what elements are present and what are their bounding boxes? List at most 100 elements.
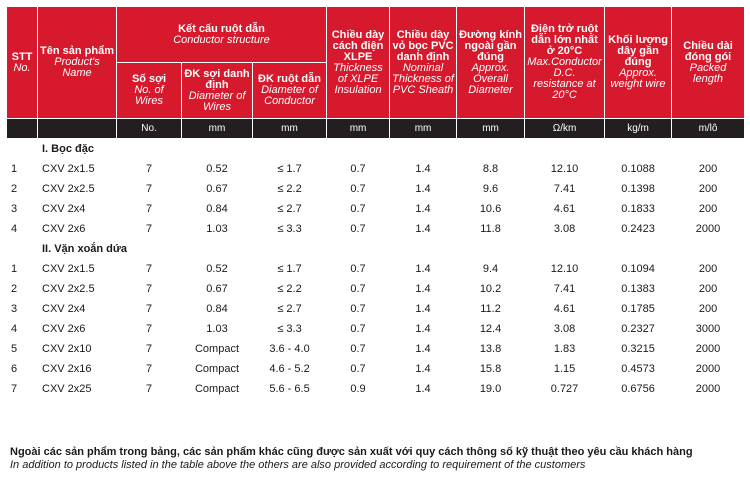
table-row: 4 CXV 2x6 7 1.03 ≤ 3.3 0.7 1.4 12.4 3.08 0.2327 30… [6,318,746,339]
cell-weight: 0.1383 [604,278,673,299]
group-stt-cell [6,138,38,159]
cell-wires: 7 [116,338,182,359]
cell-weight: 0.3215 [604,338,673,359]
group-title: I. Bọc đặc [36,138,746,159]
cell-xlpe: 0.7 [326,198,391,219]
table-body: I. Bọc đặc 1 CXV 2x1.5 7 0.52 ≤ 1.7 0.7 1.4 8.8 1… [6,138,746,399]
unit-cell: m/lô [671,118,746,139]
cell-wires: 7 [116,358,182,379]
table-row: 1 CXV 2x1.5 7 0.52 ≤ 1.7 0.7 1.4 9.4 12.10 0.1094… [6,258,746,279]
cell-cond-dia: ≤ 1.7 [251,258,328,279]
cell-product-name: CXV 2x25 [37,378,117,399]
cell-xlpe: 0.7 [326,298,391,319]
cell-xlpe: 0.9 [326,378,391,399]
cell-pvc: 1.4 [389,218,458,239]
cell-wire-dia: 0.67 [181,178,253,199]
cell-resistance: 4.61 [524,198,606,219]
cell-weight: 0.2423 [604,218,673,239]
cell-cond-dia: ≤ 2.7 [251,198,328,219]
cell-stt: 1 [6,258,38,279]
cell-stt: 6 [6,358,38,379]
col-header-pvc: Chiều dày vỏ bọc PVC danh định Nominal T… [389,6,458,119]
cell-resistance: 3.08 [524,318,606,339]
cell-stt: 7 [6,378,38,399]
cell-weight: 0.6756 [604,378,673,399]
cell-resistance: 12.10 [524,158,606,179]
table-row: 7 CXV 2x25 7 Compact 5.6 - 6.5 0.9 1.4 19.0 0.72… [6,378,746,399]
group-row: I. Bọc đặc [6,138,746,159]
col-header-wires: Số sợi No. of Wires [116,62,182,119]
cell-wire-dia: Compact [181,378,253,399]
cell-cond-dia: ≤ 2.7 [251,298,328,319]
footnote: Ngoài các sản phẩm trong bảng, các sản p… [10,446,746,472]
col-header-packed: Chiều dài đóng gói Packed length [671,6,746,119]
table-row: 5 CXV 2x10 7 Compact 3.6 - 4.0 0.7 1.4 13.8 1.83… [6,338,746,359]
cell-product-name: CXV 2x2.5 [37,178,117,199]
cell-weight: 0.1398 [604,178,673,199]
cell-cond-dia: 4.6 - 5.2 [251,358,328,379]
cell-wire-dia: 0.84 [181,298,253,319]
cell-wires: 7 [116,378,182,399]
cell-cond-dia: ≤ 2.2 [251,178,328,199]
cell-packed-length: 2000 [671,338,746,359]
cell-cond-dia: ≤ 1.7 [251,158,328,179]
cell-weight: 0.4573 [604,358,673,379]
cell-stt: 2 [6,178,38,199]
cell-overall-dia: 11.8 [456,218,526,239]
unit-cell: mm [251,118,328,139]
cell-overall-dia: 8.8 [456,158,526,179]
cell-wires: 7 [116,178,182,199]
unit-cell: No. [116,118,182,139]
cell-stt: 5 [6,338,38,359]
cell-wire-dia: 0.67 [181,278,253,299]
cell-product-name: CXV 2x4 [37,198,117,219]
cell-overall-dia: 12.4 [456,318,526,339]
cell-product-name: CXV 2x4 [37,298,117,319]
cell-overall-dia: 13.8 [456,338,526,359]
cell-weight: 0.1094 [604,258,673,279]
col-header-stt: STT No. [6,6,38,119]
cell-weight: 0.1088 [604,158,673,179]
cell-overall-dia: 10.6 [456,198,526,219]
cell-wire-dia: 0.52 [181,258,253,279]
cell-stt: 1 [6,158,38,179]
cell-overall-dia: 19.0 [456,378,526,399]
cell-wires: 7 [116,218,182,239]
group-title: II. Vặn xoắn dứa [36,238,746,259]
table-row: 4 CXV 2x6 7 1.03 ≤ 3.3 0.7 1.4 11.8 3.08 0.2423 20… [6,218,746,239]
cell-resistance: 1.15 [524,358,606,379]
cell-product-name: CXV 2x1.5 [37,258,117,279]
unit-cell: mm [181,118,253,139]
unit-cell: mm [456,118,526,139]
group-stt-cell [6,238,38,259]
cell-pvc: 1.4 [389,258,458,279]
cell-wires: 7 [116,258,182,279]
cell-pvc: 1.4 [389,358,458,379]
cell-product-name: CXV 2x6 [37,218,117,239]
cell-overall-dia: 15.8 [456,358,526,379]
col-header-xlpe: Chiều dày cách điện XLPE Thickness of XL… [326,6,391,119]
cell-packed-length: 200 [671,258,746,279]
cell-resistance: 7.41 [524,178,606,199]
col-header-conductor: Kết cấu ruột dẫn Conductor structure [115,6,328,63]
table-row: 1 CXV 2x1.5 7 0.52 ≤ 1.7 0.7 1.4 8.8 12.10 0.1088… [6,158,746,179]
table-row: 2 CXV 2x2.5 7 0.67 ≤ 2.2 0.7 1.4 10.2 7.41 0.1383… [6,278,746,299]
col-header-weight: Khối lượng dây gần đúng Approx. weight w… [604,6,673,119]
cell-packed-length: 200 [671,198,746,219]
cell-wires: 7 [116,318,182,339]
cell-xlpe: 0.7 [326,158,391,179]
cell-pvc: 1.4 [389,318,458,339]
cell-weight: 0.2327 [604,318,673,339]
col-header-product: Tên sản phẩm Product's Name [37,6,117,119]
cell-resistance: 7.41 [524,278,606,299]
cell-pvc: 1.4 [389,158,458,179]
cell-pvc: 1.4 [389,278,458,299]
cell-weight: 0.1785 [604,298,673,319]
cell-xlpe: 0.7 [326,258,391,279]
cell-wire-dia: Compact [181,338,253,359]
cell-stt: 2 [6,278,38,299]
cell-packed-length: 200 [671,178,746,199]
unit-cell: mm [389,118,458,139]
spec-table: STT No. Tên sản phẩm Product's Name Kết … [6,6,746,399]
cell-wires: 7 [116,158,182,179]
